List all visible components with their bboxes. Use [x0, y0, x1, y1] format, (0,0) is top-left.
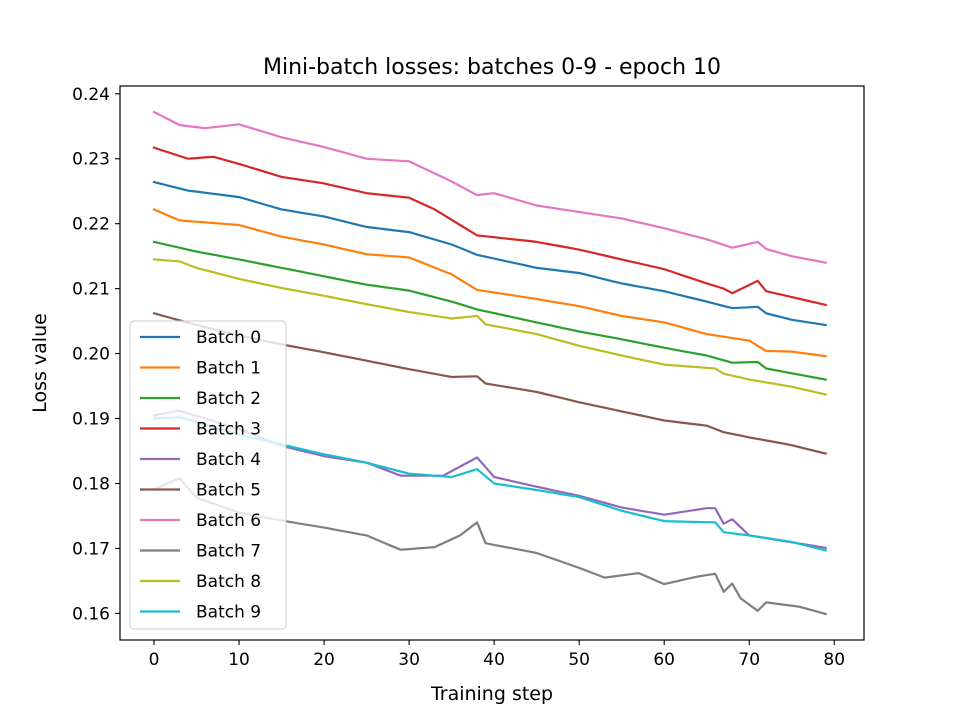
y-tick-label: 0.19 — [72, 410, 110, 430]
x-axis: 0 10 20 30 40 50 60 70 80 — [149, 640, 845, 670]
legend-label-batch-1: Batch 1 — [196, 359, 261, 379]
chart-title: Mini-batch losses: batches 0-9 - epoch 1… — [263, 55, 721, 80]
x-tick-label: 20 — [313, 650, 335, 670]
y-tick-label: 0.23 — [72, 150, 110, 170]
y-axis-label: Loss value — [29, 313, 51, 413]
x-tick-label: 0 — [149, 650, 160, 670]
series-line-batch-6 — [152, 110, 827, 264]
legend-label-batch-3: Batch 3 — [196, 420, 261, 440]
legend: Batch 0 Batch 1 Batch 2 Batch 3 Batch 4 Batch… — [129, 320, 287, 630]
y-tick-label: 0.18 — [72, 474, 110, 494]
y-axis: 0.16 0.17 0.18 0.19 0.20 0.21 0.22 0.23 0.24 — [72, 85, 120, 624]
x-tick-label: 40 — [483, 650, 505, 670]
y-tick-label: 0.20 — [72, 345, 110, 365]
plot-frame — [119, 85, 865, 641]
x-tick-label: 80 — [823, 650, 845, 670]
x-tick-label: 70 — [738, 650, 760, 670]
series-line-batch-0 — [152, 180, 827, 327]
y-tick-label: 0.17 — [72, 539, 110, 559]
x-axis-label: Training step — [430, 683, 553, 705]
y-tick-label: 0.24 — [72, 85, 110, 105]
legend-label-batch-7: Batch 7 — [196, 542, 261, 562]
legend-label-batch-8: Batch 8 — [196, 572, 261, 592]
legend-label-batch-0: Batch 0 — [196, 328, 261, 348]
series-line-batch-2 — [152, 240, 827, 381]
legend-label-batch-6: Batch 6 — [196, 511, 261, 531]
series-line-batch-1 — [152, 207, 827, 358]
y-tick-label: 0.16 — [72, 604, 110, 624]
y-tick-label: 0.22 — [72, 215, 110, 235]
series-line-batch-8 — [152, 258, 828, 396]
legend-label-batch-4: Batch 4 — [196, 450, 261, 470]
legend-label-batch-9: Batch 9 — [196, 603, 261, 623]
x-tick-label: 60 — [653, 650, 675, 670]
x-tick-label: 50 — [568, 650, 590, 670]
series-line-batch-3 — [152, 146, 828, 307]
x-tick-label: 30 — [398, 650, 420, 670]
y-tick-label: 0.21 — [72, 280, 110, 300]
x-tick-label: 10 — [228, 650, 250, 670]
legend-label-batch-2: Batch 2 — [196, 389, 261, 409]
legend-label-batch-5: Batch 5 — [196, 481, 261, 501]
